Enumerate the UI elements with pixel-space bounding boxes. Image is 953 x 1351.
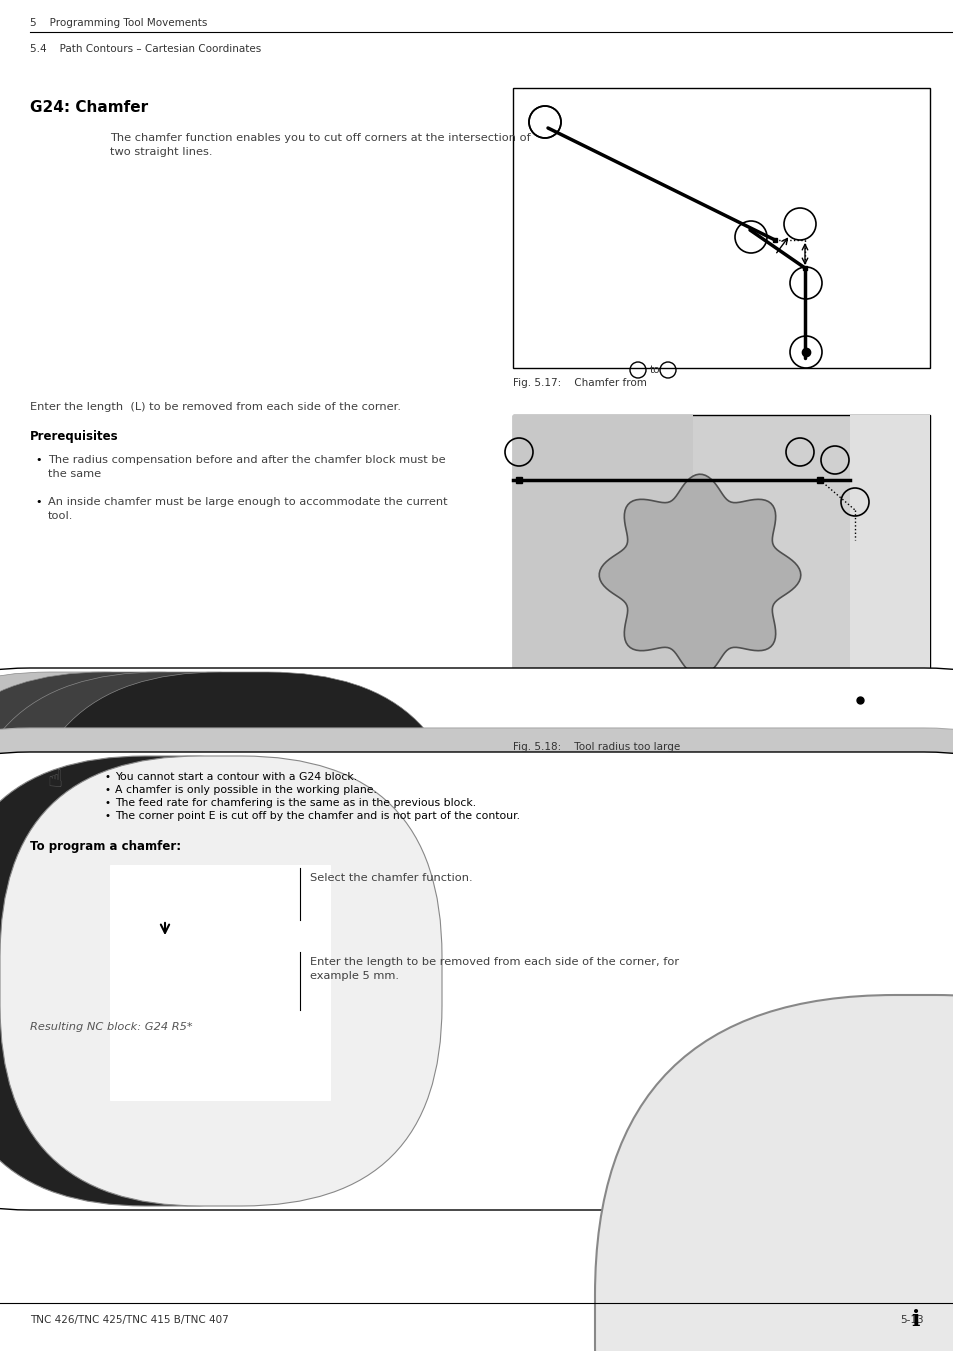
Text: •: •	[105, 771, 111, 782]
FancyBboxPatch shape	[0, 667, 953, 1120]
Text: •: •	[105, 811, 111, 821]
Text: You cannot start a contour with a G24 block.: You cannot start a contour with a G24 bl…	[115, 771, 356, 782]
Text: •: •	[105, 785, 111, 794]
FancyBboxPatch shape	[0, 757, 441, 1206]
Text: Fig. 5.17:    Chamfer from: Fig. 5.17: Chamfer from	[513, 378, 646, 388]
FancyBboxPatch shape	[0, 728, 953, 1150]
Text: 5-13: 5-13	[900, 1315, 923, 1325]
FancyBboxPatch shape	[595, 994, 953, 1351]
Text: A chamfer is only possible in the working plane.: A chamfer is only possible in the workin…	[115, 785, 376, 794]
Text: To program a chamfer:: To program a chamfer:	[30, 840, 181, 852]
FancyBboxPatch shape	[0, 753, 953, 1210]
FancyBboxPatch shape	[0, 671, 297, 1116]
Text: Enter the length  (L) to be removed from each side of the corner.: Enter the length (L) to be removed from …	[30, 403, 400, 412]
Text: The corner point E is cut off by the chamfer and is not part of the contour.: The corner point E is cut off by the cha…	[115, 811, 519, 821]
Polygon shape	[598, 474, 800, 676]
FancyBboxPatch shape	[20, 671, 468, 1116]
Text: Resulting NC block: G24 R5*: Resulting NC block: G24 R5*	[30, 1021, 193, 1032]
Text: An inside chamfer must be large enough to accommodate the current
tool.: An inside chamfer must be large enough t…	[48, 497, 447, 521]
FancyBboxPatch shape	[513, 415, 929, 730]
Text: i: i	[910, 1309, 919, 1331]
Text: The chamfer function enables you to cut off corners at the intersection of
two s: The chamfer function enables you to cut …	[110, 132, 530, 157]
FancyBboxPatch shape	[513, 88, 929, 367]
Text: 5    Programming Tool Movements: 5 Programming Tool Movements	[30, 18, 207, 28]
Text: Prerequisites: Prerequisites	[30, 430, 118, 443]
FancyBboxPatch shape	[0, 671, 408, 1116]
Text: G24: Chamfer: G24: Chamfer	[30, 100, 148, 115]
Text: The feed rate for chamfering is the same as in the previous block.: The feed rate for chamfering is the same…	[115, 798, 476, 808]
FancyBboxPatch shape	[849, 415, 929, 730]
FancyBboxPatch shape	[30, 762, 90, 820]
FancyBboxPatch shape	[0, 671, 353, 1116]
Text: •: •	[35, 497, 42, 507]
Text: 5.4    Path Contours – Cartesian Coordinates: 5.4 Path Contours – Cartesian Coordinate…	[30, 45, 261, 54]
Text: to: to	[649, 365, 659, 376]
FancyBboxPatch shape	[30, 762, 923, 820]
Text: TNC 426/TNC 425/TNC 415 B/TNC 407: TNC 426/TNC 425/TNC 415 B/TNC 407	[30, 1315, 229, 1325]
FancyBboxPatch shape	[110, 865, 330, 1100]
Text: Enter the length to be removed from each side of the corner, for
example 5 mm.: Enter the length to be removed from each…	[310, 957, 679, 981]
Text: •: •	[105, 798, 111, 808]
Text: •: •	[35, 455, 42, 465]
Text: Fig. 5.18:    Tool radius too large: Fig. 5.18: Tool radius too large	[513, 742, 679, 753]
Text: The radius compensation before and after the chamfer block must be
the same: The radius compensation before and after…	[48, 455, 445, 480]
FancyBboxPatch shape	[0, 757, 387, 1206]
Text: ☝: ☝	[48, 767, 63, 792]
FancyBboxPatch shape	[513, 415, 692, 730]
Text: Select the chamfer function.: Select the chamfer function.	[310, 873, 472, 884]
